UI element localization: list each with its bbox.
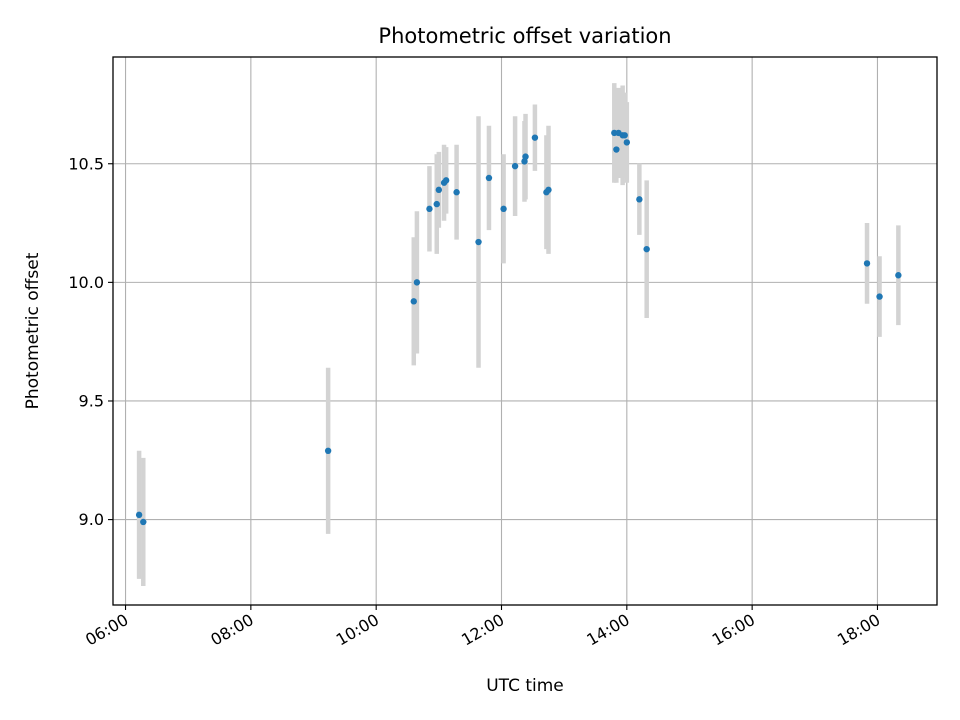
data-point <box>643 245 650 253</box>
data-point <box>511 162 519 170</box>
data-point <box>442 177 450 184</box>
y-axis-title: Photometric offset <box>23 252 43 409</box>
data-point <box>531 134 539 141</box>
y-tick-label: 9.5 <box>79 391 104 410</box>
y-tick-label: 10.5 <box>68 154 104 173</box>
data-point <box>426 205 433 213</box>
y-axis-ticks: 9.0 9.5 10.0 10.5 <box>68 154 113 529</box>
data-point <box>522 153 529 160</box>
data-point <box>433 200 440 208</box>
data-point <box>545 186 552 194</box>
chart-title: Photometric offset variation <box>378 24 671 48</box>
data-point <box>453 189 460 196</box>
data-point <box>895 272 902 279</box>
data-point <box>435 186 443 194</box>
data-point <box>140 518 147 526</box>
data-point <box>410 298 417 305</box>
data-point <box>623 139 631 146</box>
data-point <box>636 196 643 203</box>
x-axis-title: UTC time <box>486 676 564 696</box>
data-points <box>135 129 902 526</box>
data-point <box>863 260 871 267</box>
data-point <box>876 293 883 300</box>
data-point <box>621 132 628 139</box>
data-point <box>475 238 482 246</box>
data-point <box>485 174 493 182</box>
y-tick-label: 10.0 <box>68 273 104 292</box>
data-point <box>413 279 421 286</box>
data-point <box>613 146 620 153</box>
data-point <box>500 205 507 213</box>
plot-frame <box>112 56 938 606</box>
data-point <box>135 511 143 519</box>
data-point <box>324 447 332 455</box>
y-tick-label: 9.0 <box>79 510 104 529</box>
